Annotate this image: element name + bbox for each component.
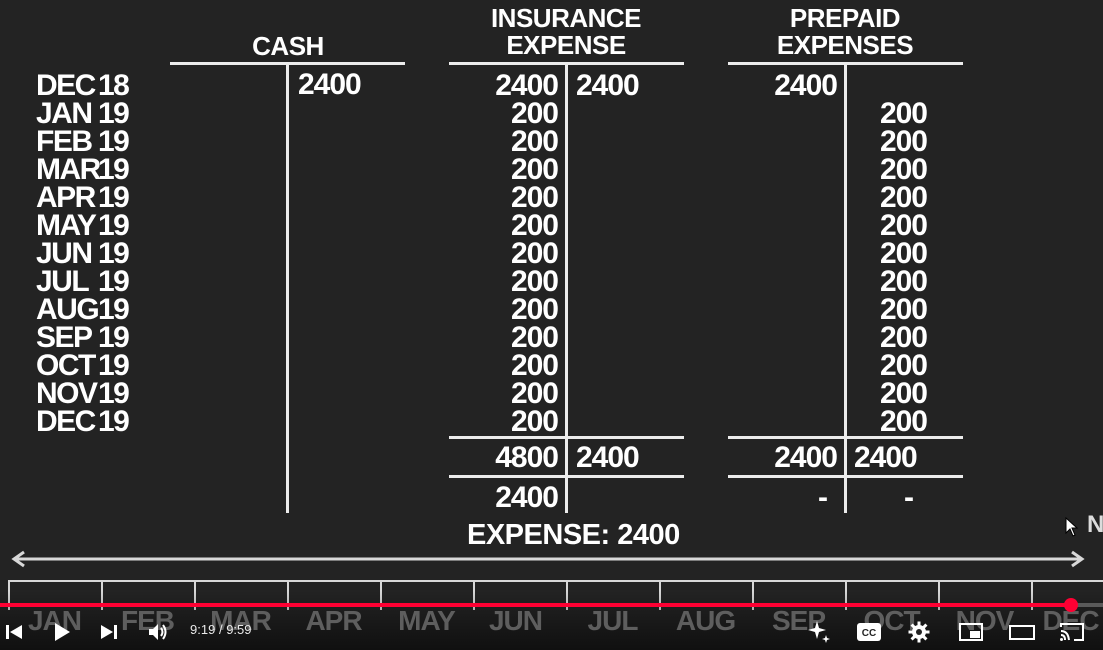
play-icon[interactable] — [52, 621, 72, 643]
prepaid-balance-line — [728, 475, 963, 478]
insurance-total-debit: 4800 — [495, 441, 559, 474]
prepaid-credit-entry: 200 — [879, 237, 928, 270]
insurance-debit-entry: 200 — [510, 181, 559, 214]
prepaid-credit-entry: 200 — [879, 405, 928, 438]
insurance-debit-entry: 200 — [510, 153, 559, 186]
prepaid-balance-credit: - — [904, 481, 914, 514]
timeline-month-label: MAY — [398, 605, 456, 636]
insurance-debit-entry: 200 — [510, 209, 559, 242]
time-total: 9:59 — [226, 622, 252, 637]
prepaid-debit-entry: 2400 — [774, 69, 838, 102]
date-row: SEP 19 — [36, 321, 130, 354]
insurance-debit-entry: 200 — [510, 125, 559, 158]
time-display: 9:19 / 9:59 — [190, 622, 252, 637]
prepaid-credit-entry: 200 — [879, 321, 928, 354]
prepaid-credit-entry: 200 — [879, 265, 928, 298]
prepaid-title-line2: EXPENSES — [776, 30, 914, 60]
insurance-debit-entry: 200 — [510, 97, 559, 130]
date-row: JUL 19 — [36, 265, 130, 298]
expense-summary-label: EXPENSE: 2400 — [467, 519, 680, 551]
prepaid-total-credit: 2400 — [854, 441, 918, 474]
date-row: DEC 19 — [36, 405, 130, 438]
next-icon[interactable] — [99, 622, 119, 642]
prepaid-total-debit: 2400 — [774, 441, 838, 474]
prepaid-credit-entry: 200 — [879, 349, 928, 382]
insurance-debit-entry: 200 — [510, 349, 559, 382]
sparkle-icon[interactable] — [806, 619, 832, 645]
date-row: NOV19 — [36, 377, 130, 410]
progress-bar[interactable] — [0, 598, 1103, 612]
prepaid-credit-entry: 200 — [879, 293, 928, 326]
settings-gear-icon[interactable] — [907, 620, 931, 644]
timeline-month-label: JUL — [587, 605, 639, 636]
prepaid-total-line — [728, 436, 963, 439]
cash-vertical-line — [286, 62, 289, 513]
prepaid-balance-debit: - — [818, 481, 828, 514]
date-row: FEB 19 — [36, 125, 130, 158]
insurance-title-line1: INSURANCE — [490, 3, 642, 33]
timeline-top-border — [8, 580, 1103, 582]
cash-credit-entry: 2400 — [298, 68, 362, 101]
timeline-month-label: AUG — [675, 605, 736, 636]
prepaid-credit-entry: 200 — [879, 153, 928, 186]
captions-icon[interactable]: CC — [856, 621, 882, 643]
timeline-month-label: JUN — [488, 605, 543, 636]
insurance-debit-entry: 200 — [510, 293, 559, 326]
prepaid-vertical-line — [844, 62, 847, 513]
timeline-month-label: NOV — [955, 605, 1015, 636]
insurance-debit-entry: 200 — [510, 237, 559, 270]
insurance-vertical-line — [565, 62, 568, 513]
timeline-month-label: JAN — [27, 605, 82, 636]
date-row: DEC 18 — [36, 69, 130, 102]
insurance-debit-entry: 200 — [510, 377, 559, 410]
date-row: AUG19 — [36, 293, 130, 326]
insurance-total-line — [449, 436, 684, 439]
prepaid-credit-entry: 200 — [879, 125, 928, 158]
time-current: 9:19 — [190, 622, 216, 637]
insurance-debit-entry: 200 — [510, 265, 559, 298]
progress-fill — [0, 603, 1071, 607]
prepaid-title-line1: PREPAID — [789, 3, 901, 33]
miniplayer-icon[interactable] — [958, 621, 984, 643]
timeline-arrow — [11, 550, 1085, 568]
theater-mode-icon[interactable] — [1008, 621, 1036, 643]
date-row: MAR19 — [36, 153, 130, 186]
date-row: APR 19 — [36, 181, 130, 214]
prepaid-credit-entry: 200 — [879, 377, 928, 410]
prepaid-credit-entry: 200 — [879, 97, 928, 130]
prepaid-credit-entry: 200 — [879, 209, 928, 242]
volume-icon[interactable] — [146, 620, 170, 644]
date-row: MAY19 — [36, 209, 130, 242]
cast-icon[interactable] — [1058, 620, 1086, 644]
timeline-month-label: APR — [305, 605, 362, 636]
date-row: JAN 19 — [36, 97, 130, 130]
prepaid-credit-entry: 200 — [879, 181, 928, 214]
cash-title: CASH — [252, 31, 324, 61]
insurance-title-line2: EXPENSE — [506, 30, 626, 60]
progress-scrubber[interactable] — [1064, 598, 1078, 612]
insurance-debit-entry: 2400 — [495, 69, 559, 102]
insurance-balance-line — [449, 475, 684, 478]
date-row: OCT 19 — [36, 349, 130, 382]
mouse-cursor-icon — [1065, 517, 1079, 537]
insurance-credit-entry: 2400 — [576, 69, 640, 102]
insurance-balance: 2400 — [495, 481, 559, 514]
date-row: JUN 19 — [36, 237, 130, 270]
stray-letter: N — [1087, 511, 1103, 538]
insurance-total-credit: 2400 — [576, 441, 640, 474]
svg-text:CC: CC — [862, 628, 876, 639]
insurance-debit-entry: 200 — [510, 321, 559, 354]
previous-icon[interactable] — [4, 622, 24, 642]
insurance-debit-entry: 200 — [510, 405, 559, 438]
timeline-month-label: MAR — [210, 605, 272, 636]
time-separator: / — [218, 622, 223, 637]
